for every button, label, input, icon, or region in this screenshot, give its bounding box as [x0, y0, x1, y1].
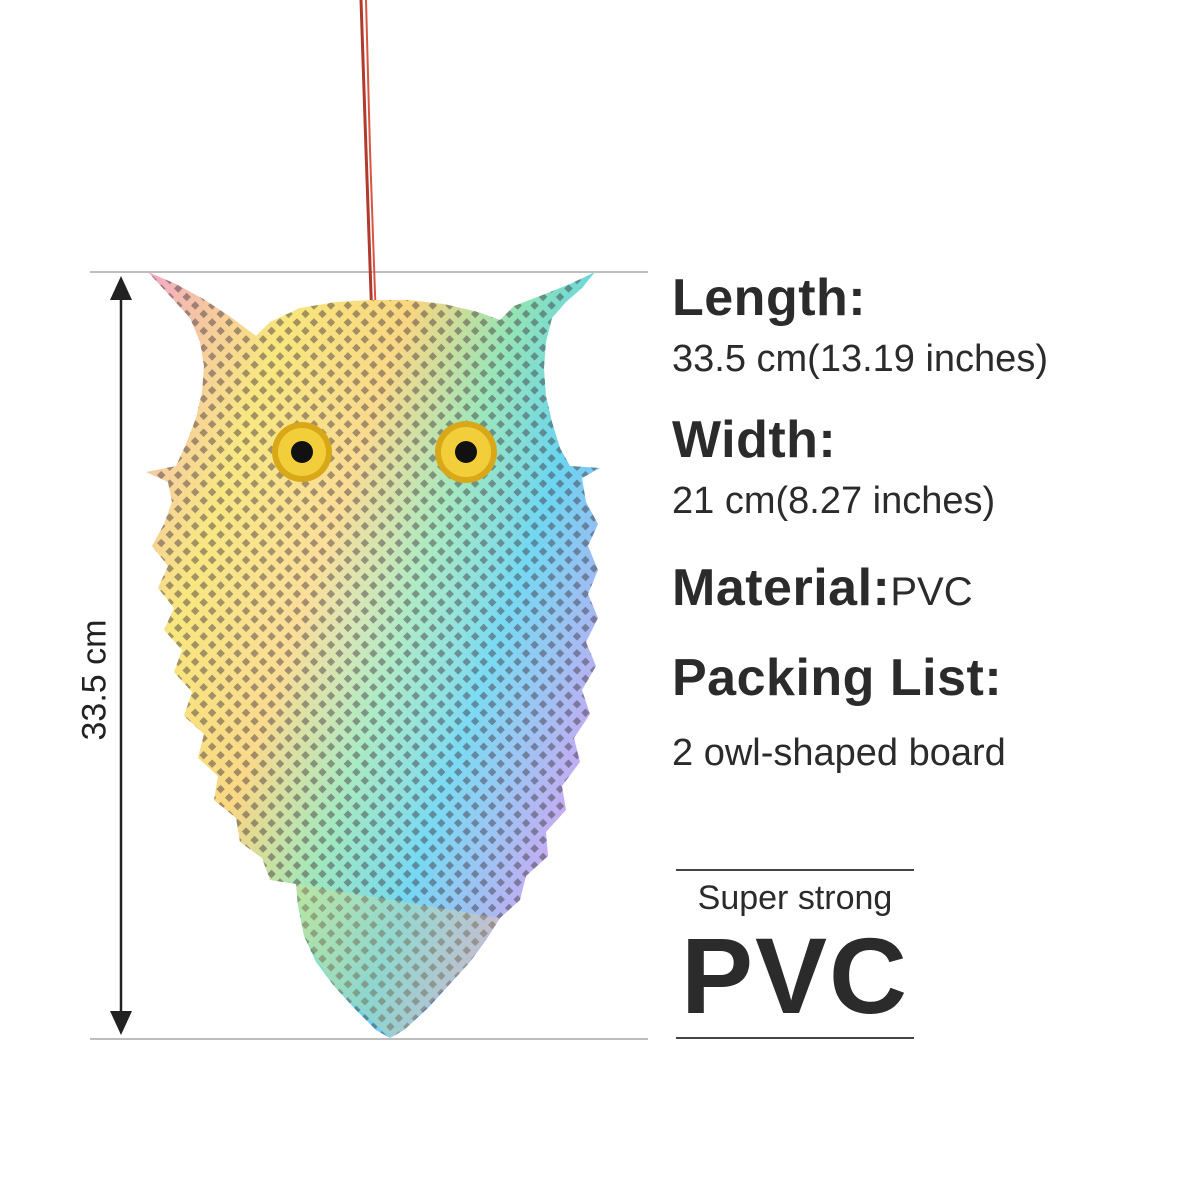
material-value: PVC	[890, 570, 973, 614]
height-dimension-label: 33.5 cm	[75, 619, 114, 741]
badge-big-text: PVC	[680, 915, 910, 1036]
packing-heading: Packing List:	[672, 649, 1003, 707]
badge-caption: Super strong	[697, 879, 893, 917]
badge-top-rule	[676, 869, 914, 871]
badge-bottom-rule	[676, 1037, 914, 1039]
owl-reflector-icon	[146, 272, 600, 1038]
material-row: Material:PVC	[672, 558, 973, 618]
length-value: 33.5 cm(13.19 inches)	[672, 338, 1048, 380]
material-heading: Material:	[672, 559, 891, 617]
hanging-string-icon	[359, 0, 381, 345]
dimension-arrow-icon	[110, 276, 132, 1035]
packing-value: 2 owl-shaped board	[672, 732, 1006, 774]
right-eye-icon	[435, 421, 497, 483]
left-eye-icon	[272, 422, 332, 482]
width-heading: Width:	[672, 411, 837, 469]
width-value: 21 cm(8.27 inches)	[672, 480, 996, 522]
length-heading: Length:	[672, 269, 867, 327]
